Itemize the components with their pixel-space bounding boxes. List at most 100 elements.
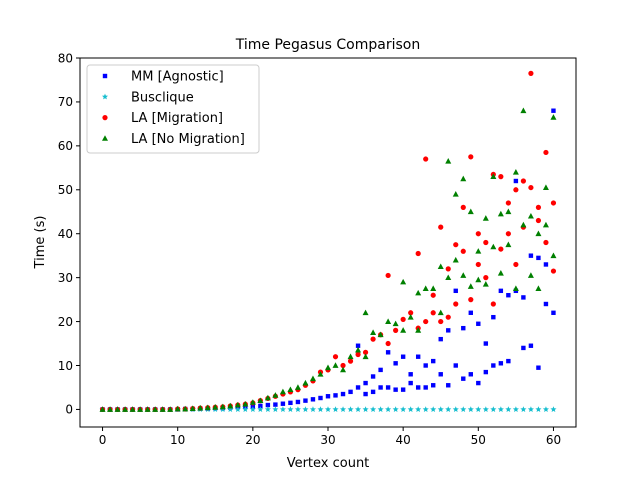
data-point [393,327,399,333]
data-point [490,301,496,307]
data-point [430,406,437,413]
data-point [445,274,452,281]
data-point [257,397,264,404]
data-point [483,239,489,246]
legend-box [86,64,260,154]
data-point [542,221,549,228]
data-point [430,310,436,316]
data-point [497,406,504,413]
data-point [512,406,519,413]
data-point [227,402,234,409]
data-point [460,406,467,413]
data-point [536,365,541,370]
data-point [377,406,384,413]
data-point [415,385,421,390]
data-point [527,406,534,413]
data-point [129,406,136,412]
data-point [482,406,489,413]
data-point [467,208,474,215]
data-point [520,107,527,114]
data-point [122,406,129,412]
data-point [475,406,482,413]
legend-label: LA [Migration] [131,111,223,126]
data-point [385,318,392,324]
data-point [393,361,398,366]
y-tick-label: 60 [58,139,73,153]
data-point [550,268,557,274]
data-point [498,361,504,366]
data-point [437,406,444,413]
data-point [287,406,294,413]
data-point [431,358,436,364]
data-point [468,297,474,303]
data-point [363,391,368,397]
data-point [498,246,504,252]
data-point [324,406,332,413]
data-point [265,402,271,408]
data-point [521,345,526,351]
data-point [422,406,429,413]
data-point [467,406,474,413]
data-point [506,358,511,364]
data-point [430,292,436,298]
data-point [453,242,459,248]
data-point [475,231,481,237]
legend-label: Busclique [131,90,194,105]
data-point [400,327,407,333]
y-tick-label: 50 [58,183,73,197]
data-point [415,327,422,333]
data-point [542,406,549,413]
data-point [407,313,414,320]
data-point [378,385,383,390]
data-point [317,406,324,413]
data-point [512,169,519,175]
data-point [542,184,549,190]
data-point [400,278,407,285]
data-point [446,328,451,333]
data-point [422,285,429,292]
data-point [362,309,369,316]
data-point [400,316,406,322]
data-point [483,275,489,281]
data-point [377,331,384,338]
data-point [482,281,489,287]
data-point [378,367,383,373]
data-point [333,393,338,398]
data-point [482,215,489,221]
data-point [355,346,362,353]
y-tick-label: 70 [58,95,73,109]
legend-entry: LA [No Migration] [102,132,245,147]
data-point [288,400,293,406]
data-point [520,178,526,184]
y-tick-label: 20 [58,315,73,329]
data-point [415,354,421,359]
data-point [430,285,437,292]
data-point [309,375,316,382]
data-point [505,241,512,248]
data-point [197,404,204,411]
data-point [490,243,497,250]
data-point [362,349,369,355]
data-point [491,363,496,368]
data-point [423,363,428,368]
data-point [535,285,542,292]
data-point [279,388,286,395]
x-tick-label: 0 [99,433,107,447]
legend-marker [102,135,108,141]
data-point [280,401,286,406]
y-tick-label: 40 [58,227,73,241]
legend-marker [102,73,108,79]
legend-entry: MM [Agnostic] [102,70,224,85]
data-point [294,384,301,390]
data-point [423,318,429,325]
data-point [498,174,504,180]
data-point [242,406,249,413]
x-tick-label: 30 [320,433,335,447]
data-point [460,175,467,182]
data-point [385,385,391,390]
y-axis-ticks: 0 10 20 30 40 50 60 70 80 [58,51,80,417]
data-point [550,406,557,413]
y-tick-label: 30 [58,271,73,285]
data-point [498,288,504,294]
data-point [294,406,301,413]
